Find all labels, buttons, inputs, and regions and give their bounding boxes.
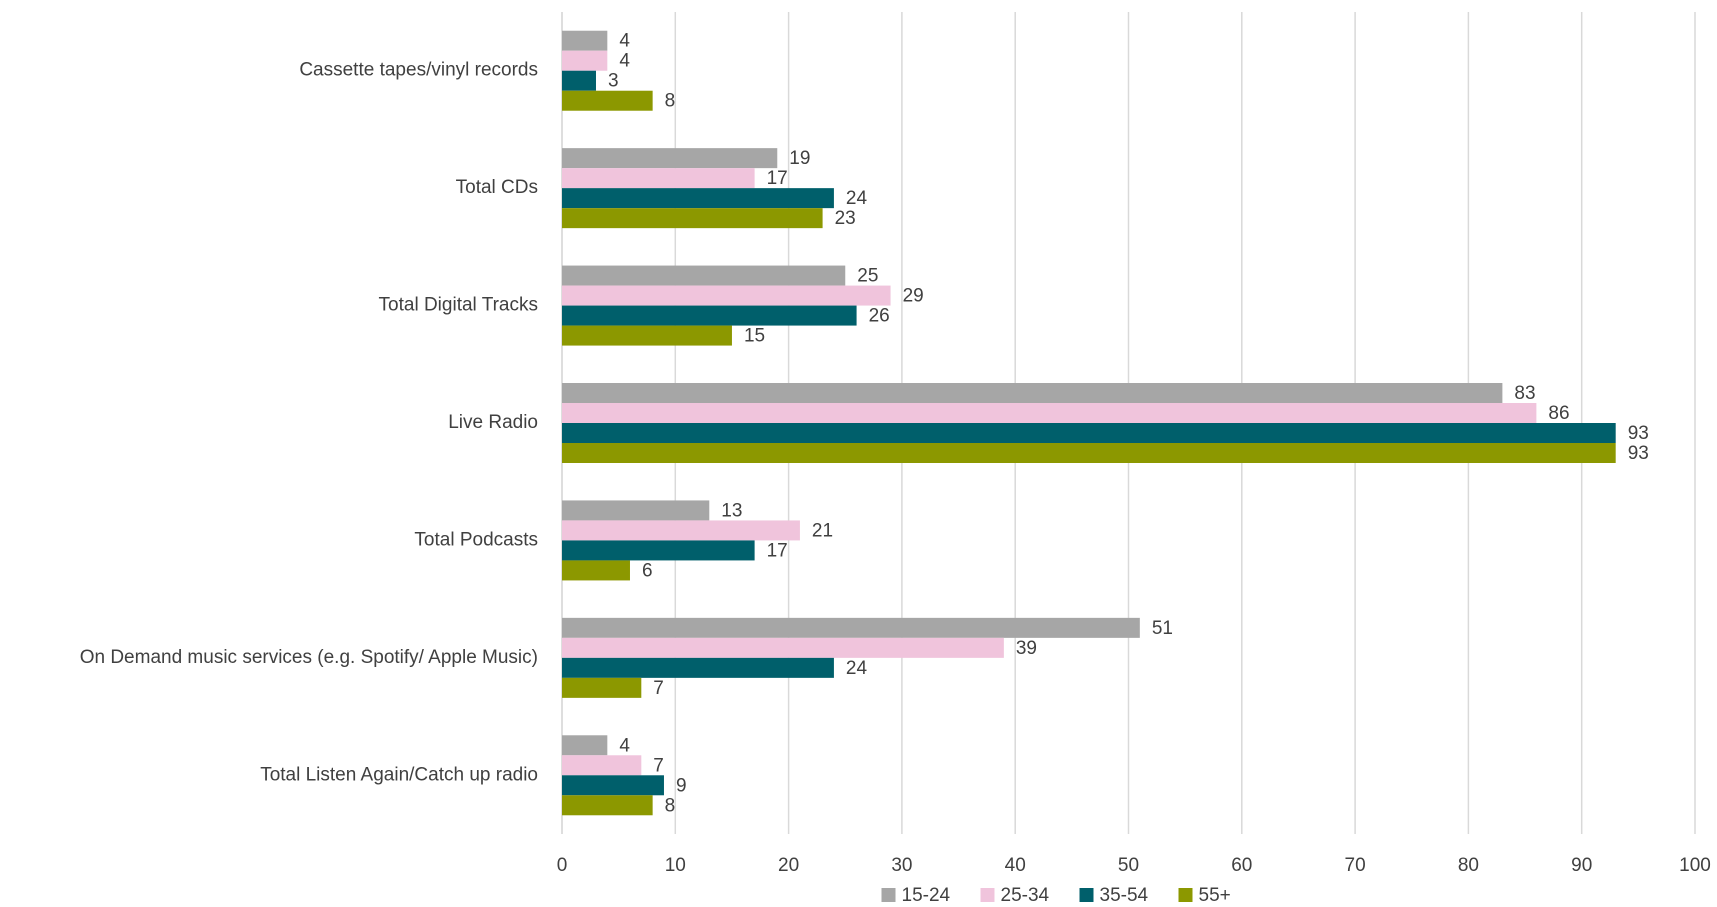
- bar: [562, 560, 630, 581]
- bar: [562, 305, 857, 326]
- bar: [562, 265, 846, 286]
- legend-label: 55+: [1199, 885, 1231, 906]
- data-label: 24: [846, 188, 868, 209]
- bar: [562, 677, 642, 698]
- data-label: 93: [1628, 423, 1649, 444]
- data-label: 6: [642, 560, 653, 581]
- data-label: 93: [1628, 443, 1649, 464]
- bar: [562, 90, 653, 111]
- y-tick-label: Total Digital Tracks: [379, 295, 538, 316]
- data-label: 8: [665, 795, 676, 816]
- data-label: 29: [903, 286, 924, 307]
- legend-swatch: [1178, 888, 1193, 902]
- bar: [562, 208, 823, 229]
- x-tick-label: 40: [1005, 855, 1026, 876]
- data-label: 86: [1548, 403, 1569, 424]
- legend-swatch: [1079, 888, 1094, 902]
- y-tick-label: Total Podcasts: [414, 529, 538, 550]
- bar: [562, 403, 1537, 423]
- data-label: 3: [608, 71, 619, 92]
- bar: [562, 383, 1503, 403]
- x-tick-label: 30: [891, 855, 912, 876]
- legend-swatch: [881, 888, 896, 902]
- data-label: 26: [869, 306, 890, 327]
- data-label: 15: [744, 326, 765, 347]
- data-label: 51: [1152, 618, 1173, 639]
- data-label: 4: [619, 51, 630, 72]
- bar: [562, 423, 1616, 443]
- bar: [562, 755, 642, 776]
- data-label: 17: [767, 540, 788, 561]
- data-label: 83: [1514, 383, 1535, 404]
- data-label: 8: [665, 91, 676, 112]
- bar: [562, 168, 755, 189]
- bar: [562, 443, 1616, 463]
- y-tick-label: Live Radio: [448, 412, 538, 433]
- bar: [562, 70, 596, 91]
- bar: [562, 775, 664, 796]
- bar: [562, 540, 755, 561]
- y-tick-label: Total Listen Again/Catch up radio: [260, 764, 538, 785]
- legend-label: 15-24: [902, 885, 951, 906]
- data-label: 7: [653, 755, 664, 776]
- legend-swatch: [980, 888, 995, 902]
- data-label: 19: [789, 148, 810, 169]
- bar: [562, 637, 1004, 658]
- bar: [562, 617, 1140, 638]
- x-tick-label: 90: [1571, 855, 1592, 876]
- y-tick-label: Cassette tapes/vinyl records: [299, 60, 538, 81]
- y-tick-label: Total CDs: [456, 177, 538, 198]
- data-label: 23: [835, 208, 856, 229]
- x-tick-label: 60: [1231, 855, 1252, 876]
- bar: [562, 500, 710, 521]
- x-tick-label: 100: [1679, 855, 1711, 876]
- x-tick-label: 50: [1118, 855, 1139, 876]
- bar: [562, 520, 800, 541]
- data-label: 13: [721, 500, 742, 521]
- data-label: 17: [767, 168, 788, 189]
- data-label: 4: [619, 31, 630, 52]
- bar: [562, 735, 608, 756]
- data-label: 4: [619, 735, 630, 756]
- bar: [562, 325, 732, 346]
- data-label: 24: [846, 658, 868, 679]
- data-label: 39: [1016, 638, 1037, 659]
- data-label: 9: [676, 775, 687, 796]
- x-tick-label: 10: [665, 855, 686, 876]
- data-label: 21: [812, 520, 833, 541]
- legend-label: 35-54: [1100, 885, 1149, 906]
- bar: [562, 188, 834, 209]
- bar: [562, 657, 834, 678]
- bar: [562, 50, 608, 71]
- bar: [562, 795, 653, 816]
- bar: [562, 285, 891, 306]
- data-label: 25: [857, 266, 878, 287]
- bar: [562, 30, 608, 51]
- x-tick-label: 0: [557, 855, 568, 876]
- y-tick-label: On Demand music services (e.g. Spotify/ …: [80, 647, 538, 668]
- legend-label: 25-34: [1001, 885, 1050, 906]
- x-tick-label: 80: [1458, 855, 1479, 876]
- bar: [562, 148, 778, 169]
- x-tick-label: 70: [1345, 855, 1366, 876]
- x-tick-label: 20: [778, 855, 799, 876]
- data-label: 7: [653, 678, 664, 699]
